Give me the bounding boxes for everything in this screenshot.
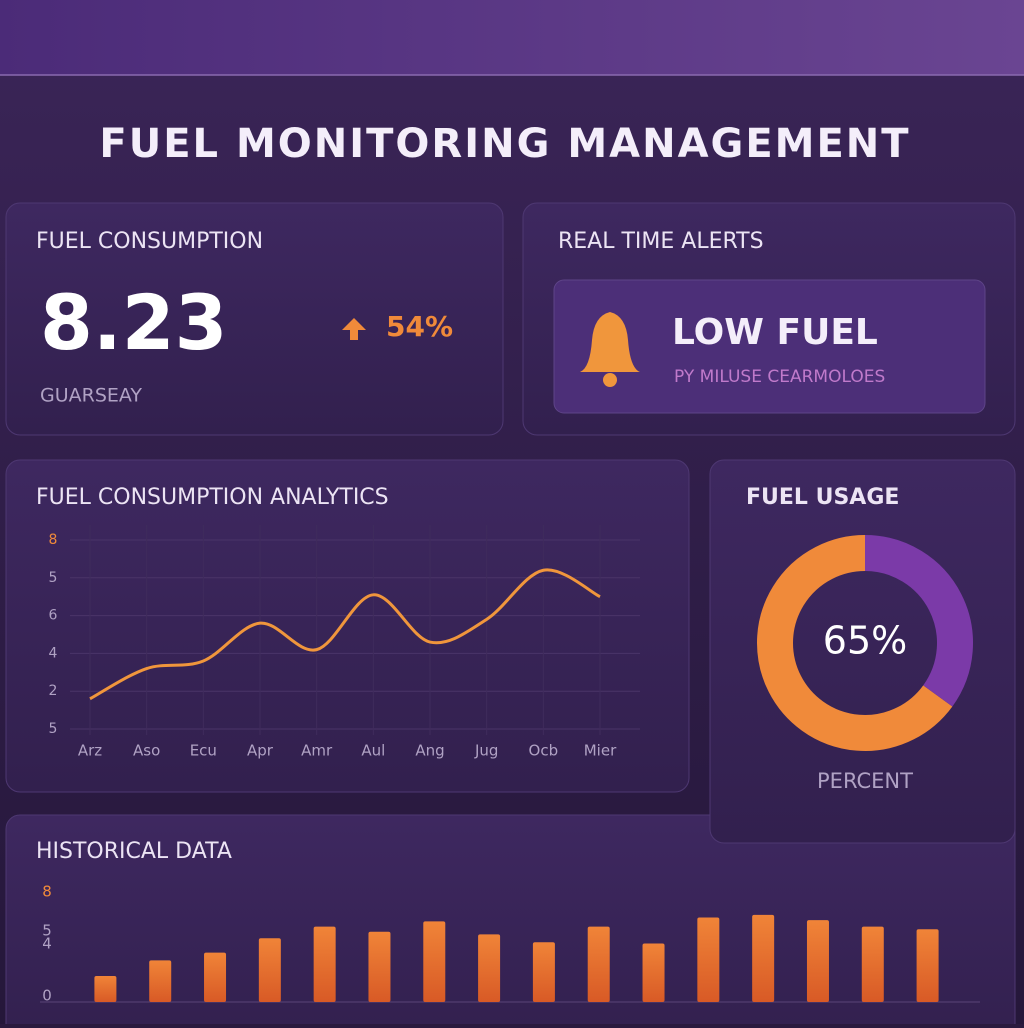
y-tick-label: 0 <box>42 987 52 1005</box>
analytics-title: FUEL CONSUMPTION ANALYTICS <box>36 485 389 510</box>
consumption-caption: GUARSEAY <box>40 385 142 407</box>
bar <box>806 920 829 1002</box>
y-tick-label: 4 <box>42 935 52 953</box>
line-series <box>89 568 601 701</box>
x-tick-label: Aul <box>361 742 385 760</box>
bar <box>697 917 720 1002</box>
bell-icon <box>580 312 640 372</box>
x-tick-label: Amr <box>301 742 333 760</box>
donut-segment <box>864 535 973 707</box>
alert-box <box>553 279 986 414</box>
bar <box>752 914 775 1002</box>
bar <box>478 934 501 1002</box>
bar <box>258 938 281 1002</box>
page-title: FUEL MONITORING MANAGEMENT <box>99 121 910 167</box>
y-tick-label: 4 <box>49 645 58 661</box>
bar <box>368 931 391 1002</box>
up-arrow-icon <box>342 318 366 340</box>
bar <box>587 926 610 1002</box>
x-tick-label: Apr <box>247 742 274 760</box>
x-tick-label: Ocb <box>529 742 559 760</box>
consumption-value: 8.23 <box>40 278 228 367</box>
y-tick-label: 2 <box>49 683 58 699</box>
y-tick-label: 6 <box>49 608 58 624</box>
bar <box>94 976 117 1002</box>
usage-caption: PERCENT <box>817 769 913 793</box>
bar <box>313 926 336 1002</box>
bar <box>204 952 227 1002</box>
alert-detail: PY MILUSE CEARMOLOES <box>674 367 885 387</box>
bar <box>423 921 446 1002</box>
consumption-change: 54% <box>386 310 453 343</box>
usage-center-label: 65% <box>823 619 907 663</box>
y-tick-label: 5 <box>42 922 52 940</box>
consumption-card <box>5 202 504 436</box>
x-tick-label: Ang <box>415 742 444 760</box>
x-tick-label: Arz <box>78 742 102 760</box>
consumption-title: FUEL CONSUMPTION <box>36 229 263 254</box>
bar <box>532 942 555 1002</box>
alert-label: LOW FUEL <box>672 312 878 353</box>
donut-segment <box>757 535 953 751</box>
historical-title: HISTORICAL DATA <box>36 839 232 864</box>
y-tick-label: 5 <box>49 721 58 737</box>
bar <box>916 929 939 1002</box>
x-tick-label: Mier <box>584 742 617 760</box>
x-tick-label: Ecu <box>190 742 217 760</box>
analytics-card <box>5 459 690 793</box>
bar <box>642 943 665 1002</box>
bell-clapper <box>603 373 617 387</box>
alerts-title: REAL TIME ALERTS <box>558 229 764 254</box>
y-tick-label: 5 <box>49 570 58 586</box>
x-tick-label: Aso <box>133 742 160 760</box>
bar <box>861 926 884 1002</box>
x-tick-label: Jug <box>474 742 498 760</box>
bar <box>149 960 172 1002</box>
header-bar <box>0 0 1024 75</box>
usage-title: FUEL USAGE <box>746 485 899 510</box>
usage-card <box>709 459 1016 844</box>
y-tick-label: 8 <box>42 883 52 901</box>
y-tick-label: 8 <box>49 532 58 548</box>
